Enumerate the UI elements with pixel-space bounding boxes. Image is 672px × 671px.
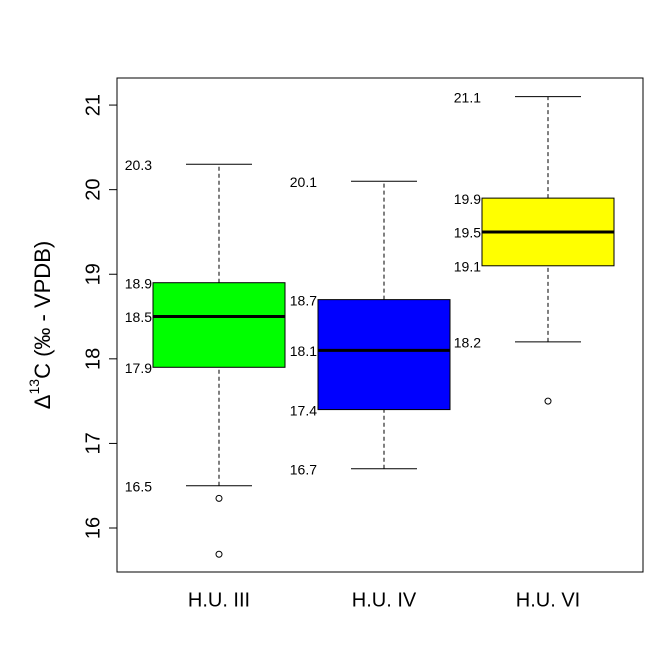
box (152, 282, 286, 368)
y-tick-label: 19 (82, 263, 104, 285)
value-label: 18.1 (290, 343, 317, 359)
x-tick-label: H.U. IV (352, 589, 417, 611)
x-tick-label: H.U. VI (516, 589, 580, 611)
plot-frame (116, 77, 644, 573)
value-label: 19.5 (454, 225, 481, 241)
outlier (544, 397, 552, 405)
value-label: 19.1 (454, 258, 481, 274)
value-label: 21.1 (454, 89, 481, 105)
value-label: 16.5 (125, 478, 152, 494)
value-label: 17.9 (125, 360, 152, 376)
y-tick-label: 17 (82, 432, 104, 454)
x-tick-label: H.U. III (188, 589, 250, 611)
value-label: 19.9 (454, 191, 481, 207)
value-label: 17.4 (290, 402, 317, 418)
y-axis-label: Δ13C (‰ - VPDB) (26, 241, 55, 409)
value-label: 20.1 (290, 174, 317, 190)
outlier (215, 494, 223, 502)
y-label-text: C (‰ - VPDB) (30, 241, 55, 379)
y-label-superscript: 13 (26, 379, 42, 395)
y-tick-label: 21 (82, 94, 104, 116)
value-label: 18.7 (290, 292, 317, 308)
value-label: 18.9 (125, 275, 152, 291)
box (317, 299, 451, 411)
outlier (215, 550, 223, 558)
value-label: 18.5 (125, 309, 152, 325)
y-label-symbol: Δ (30, 394, 55, 409)
value-label: 16.7 (290, 462, 317, 478)
y-tick-label: 20 (82, 179, 104, 201)
value-label: 20.3 (125, 157, 152, 173)
y-tick-label: 16 (82, 517, 104, 539)
y-tick-label: 18 (82, 348, 104, 370)
value-label: 18.2 (454, 335, 481, 351)
